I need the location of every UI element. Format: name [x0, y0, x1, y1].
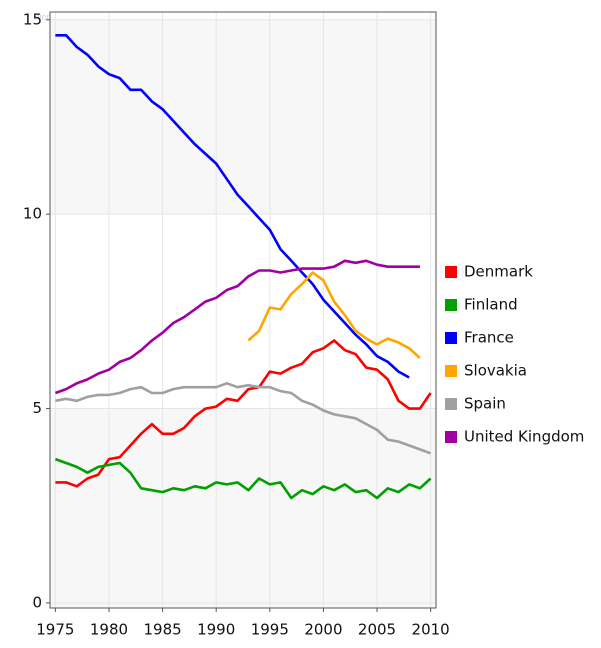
legend-label: Slovakia: [464, 362, 527, 380]
x-tick-label: 1980: [90, 621, 128, 639]
y-tick-label: 5: [32, 399, 42, 417]
plot-band: [50, 19, 436, 215]
y-tick-label: 10: [23, 205, 42, 223]
y-tick-label: 15: [23, 10, 42, 28]
line-series: [247, 271, 421, 359]
legend-swatch: [445, 332, 457, 344]
legend-label: Denmark: [464, 263, 533, 281]
legend-label: United Kingdom: [464, 428, 584, 446]
x-tick-label: 1975: [36, 621, 74, 639]
line-series: [54, 259, 420, 395]
legend-swatch: [445, 398, 457, 410]
line-series: [54, 457, 432, 500]
x-tick-label: 1985: [143, 621, 181, 639]
legend-swatch: [445, 431, 457, 443]
x-tick-label: 2000: [304, 621, 342, 639]
legend-label: Finland: [464, 296, 518, 314]
plot-frame: [49, 11, 437, 609]
x-tick-label: 1990: [197, 621, 235, 639]
plot-band: [50, 602, 436, 608]
line-series: [55, 34, 410, 379]
legend-swatch: [445, 266, 457, 278]
legend-swatch: [445, 299, 457, 311]
line-series: [55, 339, 432, 488]
plot-band: [50, 408, 436, 603]
y-tick-label: 0: [32, 593, 42, 611]
x-tick-label: 1995: [251, 621, 289, 639]
legend-label: France: [464, 329, 514, 347]
x-tick-label: 2010: [412, 621, 450, 639]
x-tick-label: 2005: [358, 621, 396, 639]
line-series: [55, 382, 432, 455]
legend-label: Spain: [464, 395, 506, 413]
plot-band: [50, 214, 436, 409]
plot-band: [50, 12, 436, 20]
legend-swatch: [445, 365, 457, 377]
